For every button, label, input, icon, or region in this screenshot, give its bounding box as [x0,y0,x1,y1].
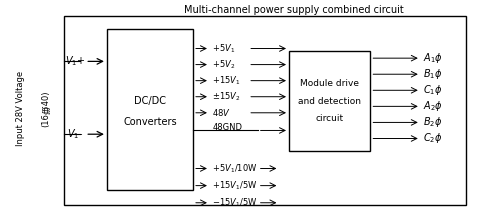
Text: Module drive: Module drive [300,79,359,88]
Text: (16∰40): (16∰40) [40,90,49,127]
Text: $A_2\phi$: $A_2\phi$ [423,99,443,113]
Text: $-15V_1$/5W: $-15V_1$/5W [212,197,258,209]
Text: Input 28V Voltage: Input 28V Voltage [16,71,25,146]
Text: $+5V_1$/10W: $+5V_1$/10W [212,162,258,175]
Text: $V_1$-: $V_1$- [67,127,84,141]
Text: Multi-channel power supply combined circuit: Multi-channel power supply combined circ… [185,5,404,15]
Text: $B_1\phi$: $B_1\phi$ [423,67,442,81]
Text: DC/DC: DC/DC [134,96,166,106]
Text: Converters: Converters [123,117,177,127]
Text: $B_2\phi$: $B_2\phi$ [423,115,442,129]
Text: and detection: and detection [298,97,361,105]
Text: $+5V_2$: $+5V_2$ [212,58,236,71]
Text: $C_2\phi$: $C_2\phi$ [423,132,442,145]
FancyBboxPatch shape [64,16,466,205]
FancyBboxPatch shape [107,29,193,190]
Text: $+15V_1$/5W: $+15V_1$/5W [212,179,258,192]
Text: 48GND: 48GND [212,123,242,132]
Text: $V_1$+: $V_1$+ [66,54,86,68]
Text: $C_1\phi$: $C_1\phi$ [423,83,442,97]
FancyBboxPatch shape [289,51,370,151]
Text: $A_1\phi$: $A_1\phi$ [423,51,443,65]
Text: $48V$: $48V$ [212,107,231,118]
Text: $+15V_1$: $+15V_1$ [212,74,241,87]
Text: $\pm15V_2$: $\pm15V_2$ [212,90,241,103]
Text: $+5V_1$: $+5V_1$ [212,42,235,55]
Text: circuit: circuit [316,114,344,123]
